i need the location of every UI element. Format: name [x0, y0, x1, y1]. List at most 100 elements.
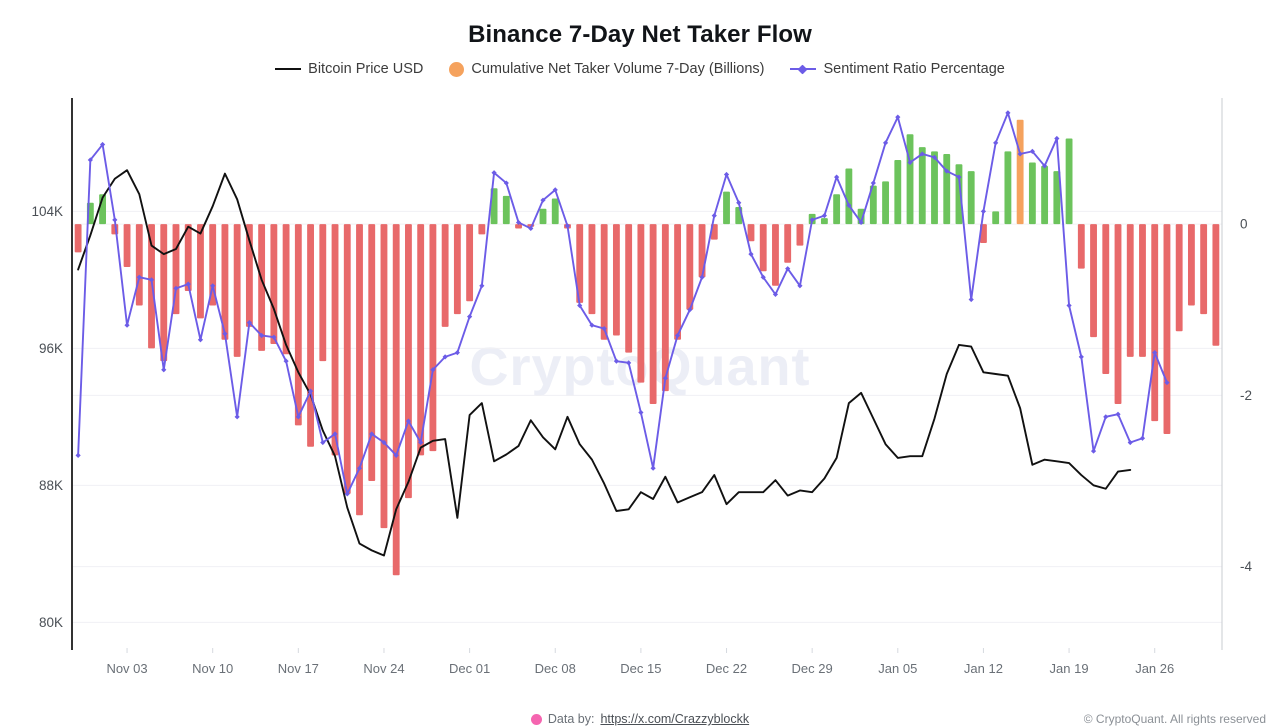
sentiment-data-point[interactable]	[112, 217, 118, 223]
bar-net-taker-volume[interactable]	[294, 224, 302, 426]
sentiment-data-point[interactable]	[1017, 151, 1023, 157]
bar-net-taker-volume[interactable]	[1102, 224, 1110, 374]
bar-net-taker-volume[interactable]	[918, 147, 926, 225]
sentiment-data-point[interactable]	[173, 285, 179, 291]
sentiment-data-point[interactable]	[699, 274, 705, 280]
bar-net-taker-volume[interactable]	[1126, 224, 1134, 357]
sentiment-data-point[interactable]	[283, 358, 289, 364]
sentiment-data-point[interactable]	[295, 414, 301, 420]
sentiment-data-point[interactable]	[430, 367, 436, 373]
sentiment-data-point[interactable]	[148, 277, 155, 283]
bar-net-taker-volume[interactable]	[1041, 165, 1049, 225]
bar-net-taker-volume[interactable]	[282, 224, 290, 355]
bar-net-taker-volume[interactable]	[453, 224, 461, 315]
sentiment-data-point[interactable]	[772, 291, 779, 297]
sentiment-data-point[interactable]	[271, 334, 277, 340]
bar-net-taker-volume[interactable]	[258, 224, 266, 351]
sentiment-data-point[interactable]	[418, 439, 424, 446]
sentiment-data-point[interactable]	[75, 452, 81, 458]
bar-net-taker-volume[interactable]	[723, 191, 730, 225]
sentiment-data-point[interactable]	[479, 283, 485, 289]
sentiment-data-point[interactable]	[442, 354, 448, 360]
sentiment-data-point[interactable]	[846, 202, 852, 208]
sentiment-data-point[interactable]	[185, 281, 191, 287]
sentiment-data-point[interactable]	[99, 141, 106, 148]
sentiment-data-point[interactable]	[785, 266, 791, 272]
sentiment-data-point[interactable]	[650, 465, 656, 471]
sentiment-data-point[interactable]	[821, 212, 827, 219]
legend-item-sentiment-ratio[interactable]: Sentiment Ratio Percentage	[790, 61, 1005, 77]
bar-net-taker-volume[interactable]	[625, 224, 633, 353]
sentiment-data-point[interactable]	[736, 200, 742, 206]
legend-item-bitcoin-price[interactable]: Bitcoin Price USD	[275, 61, 423, 77]
bar-net-taker-volume[interactable]	[380, 224, 388, 529]
sentiment-data-point[interactable]	[711, 212, 717, 219]
footer-data-by-link[interactable]: https://x.com/Crazzyblockk	[600, 712, 750, 726]
sentiment-data-point[interactable]	[197, 337, 204, 343]
sentiment-data-point[interactable]	[540, 197, 546, 203]
bar-net-taker-volume[interactable]	[1004, 151, 1012, 225]
sentiment-data-point[interactable]	[1029, 148, 1035, 154]
sentiment-data-point[interactable]	[919, 151, 925, 157]
sentiment-data-point[interactable]	[222, 331, 228, 337]
bar-net-taker-volume[interactable]	[833, 194, 841, 225]
bar-net-taker-volume[interactable]	[343, 224, 351, 494]
bar-net-taker-volume[interactable]	[820, 218, 828, 225]
bar-net-taker-volume[interactable]	[405, 224, 412, 499]
bar-net-taker-volume[interactable]	[882, 181, 889, 225]
sentiment-data-point[interactable]	[1090, 448, 1097, 454]
bar-net-taker-volume[interactable]	[245, 224, 253, 327]
sentiment-data-point[interactable]	[1103, 414, 1109, 420]
bar-net-taker-volume[interactable]	[1053, 171, 1061, 225]
sentiment-data-point[interactable]	[870, 180, 876, 186]
bar-net-taker-volume[interactable]	[674, 224, 682, 340]
sentiment-data-point[interactable]	[1054, 135, 1060, 142]
sentiment-data-point[interactable]	[124, 322, 130, 328]
bar-net-taker-volume[interactable]	[135, 224, 143, 306]
sentiment-data-point[interactable]	[381, 439, 387, 446]
bar-net-taker-volume[interactable]	[588, 224, 596, 315]
sentiment-data-point[interactable]	[1078, 354, 1084, 360]
sentiment-data-point[interactable]	[1127, 439, 1133, 446]
bar-net-taker-volume[interactable]	[1114, 224, 1122, 404]
bar-net-taker-volume[interactable]	[1028, 162, 1036, 225]
bar-net-taker-volume[interactable]	[600, 224, 608, 340]
sentiment-data-point[interactable]	[1152, 349, 1158, 356]
bar-net-taker-volume[interactable]	[368, 224, 376, 482]
bar-net-taker-volume[interactable]	[943, 153, 951, 225]
bar-net-taker-volume[interactable]	[1090, 224, 1097, 338]
sentiment-data-point[interactable]	[834, 174, 840, 180]
sentiment-data-point[interactable]	[369, 431, 375, 437]
bar-net-taker-volume[interactable]	[637, 224, 645, 383]
sentiment-data-point[interactable]	[454, 349, 460, 356]
sentiment-data-point[interactable]	[944, 168, 950, 174]
sentiment-data-point[interactable]	[344, 491, 350, 497]
sentiment-data-point[interactable]	[748, 251, 754, 257]
sentiment-data-point[interactable]	[393, 452, 399, 458]
bar-net-taker-volume[interactable]	[1175, 224, 1183, 332]
sentiment-data-point[interactable]	[246, 320, 252, 326]
bar-net-taker-volume[interactable]	[429, 224, 437, 452]
sentiment-data-point[interactable]	[895, 114, 901, 120]
sentiment-data-point[interactable]	[613, 358, 620, 364]
bar-net-taker-volume[interactable]	[502, 195, 510, 225]
bar-net-taker-volume[interactable]	[515, 224, 522, 229]
bar-net-taker-volume[interactable]	[551, 198, 559, 225]
bar-net-taker-volume[interactable]	[1200, 224, 1208, 315]
bar-net-taker-volume[interactable]	[1077, 224, 1085, 269]
sentiment-data-point[interactable]	[1005, 110, 1011, 116]
sentiment-data-point[interactable]	[638, 409, 644, 416]
bar-net-taker-volume[interactable]	[539, 208, 547, 225]
bar-net-taker-volume[interactable]	[661, 224, 669, 392]
bar-net-taker-volume[interactable]	[221, 224, 229, 340]
bar-net-taker-volume[interactable]	[931, 151, 938, 225]
sentiment-data-point[interactable]	[956, 174, 962, 180]
sentiment-data-point[interactable]	[405, 418, 412, 424]
sentiment-data-point[interactable]	[234, 414, 240, 420]
bar-net-taker-volume[interactable]	[1139, 224, 1146, 357]
bar-net-taker-volume[interactable]	[772, 224, 779, 286]
sentiment-data-point[interactable]	[161, 367, 167, 373]
sentiment-data-point[interactable]	[136, 274, 142, 280]
sentiment-data-point[interactable]	[503, 180, 509, 186]
sentiment-data-point[interactable]	[993, 140, 999, 146]
